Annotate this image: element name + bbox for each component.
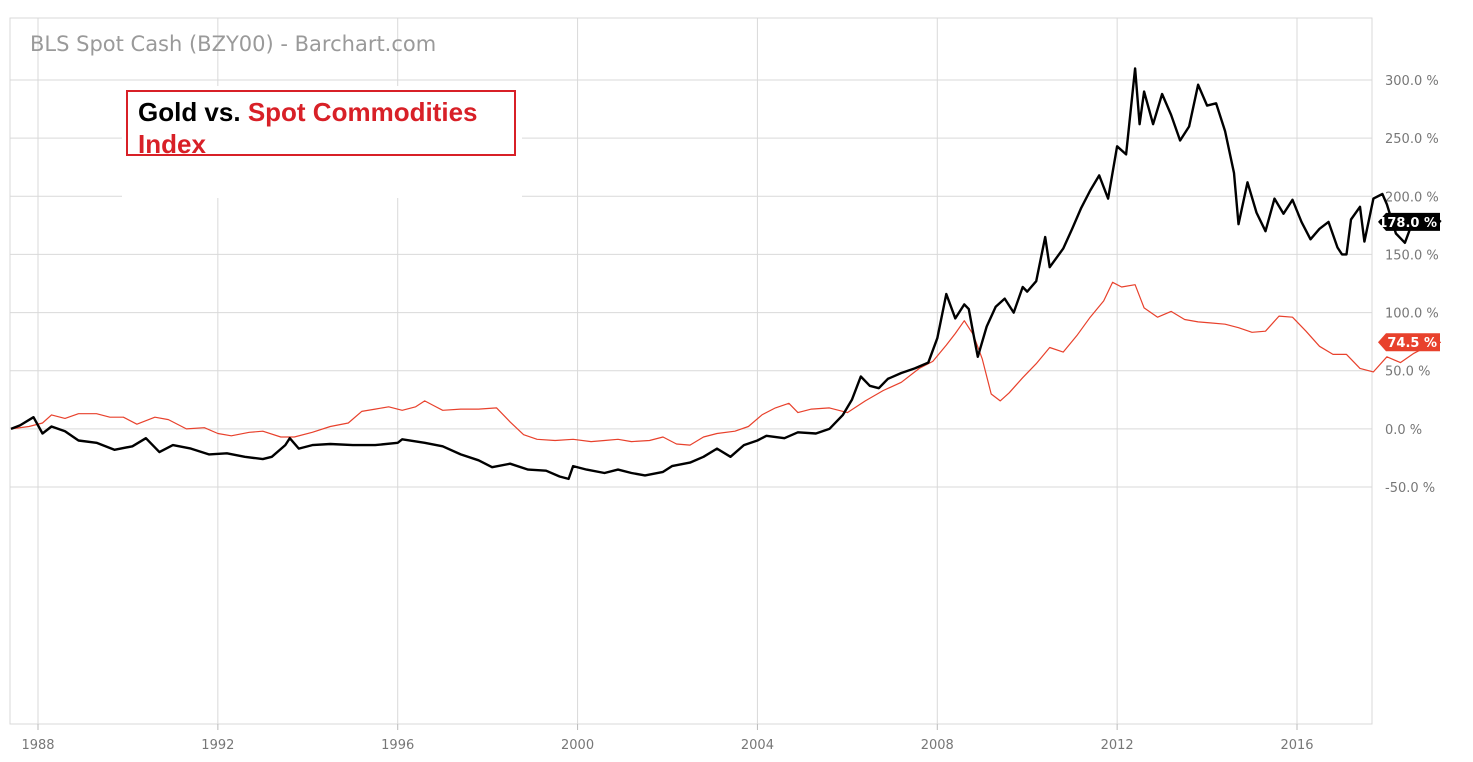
x-tick-label: 2016	[1280, 738, 1313, 753]
y-tick-label: -50.0 %	[1385, 481, 1435, 496]
annotation-spot: Spot Commodities	[247, 97, 478, 127]
y-tick-label: 50.0 %	[1385, 365, 1430, 380]
y-tick-label: 250.0 %	[1385, 132, 1439, 147]
x-tick-label: 1996	[381, 738, 414, 753]
x-tick-label: 2000	[561, 738, 594, 753]
y-tick-label: 150.0 %	[1385, 248, 1439, 263]
grid	[9, 17, 1373, 725]
gold-series-line	[10, 67, 1442, 481]
spot-series-line	[10, 281, 1442, 446]
x-tick-label: 2004	[741, 738, 774, 753]
gold-last-value-tag	[1378, 212, 1440, 231]
axes: 300.0 % 250.0 % 200.0 % 150.0 % 100.0 % 50.0 …	[21, 74, 1438, 753]
y-tick-label: 200.0 %	[1385, 190, 1439, 205]
annotation-box: Gold vs. Spot Commodities Index	[126, 90, 516, 159]
x-tick-label: 2008	[921, 738, 954, 753]
series	[10, 67, 1442, 481]
last-value-tags: 178.0 % 74.5 %	[1378, 212, 1440, 352]
chart-title: BLS Spot Cash (BZY00) - Barchart.com	[30, 32, 437, 56]
x-tick-label: 2012	[1101, 738, 1134, 753]
y-tick-label: 0.0 %	[1385, 423, 1422, 438]
x-tick-label: 1992	[201, 738, 234, 753]
gold-last-value-label: 178.0 %	[1378, 216, 1437, 231]
spot-last-value-tag	[1378, 333, 1440, 352]
y-tick-label: 100.0 %	[1385, 307, 1439, 322]
annotation-gold: Gold vs.	[138, 97, 241, 127]
y-tick-label: 300.0 %	[1385, 74, 1439, 89]
spot-last-value-label: 74.5 %	[1387, 336, 1437, 351]
x-tick-label: 1988	[21, 738, 54, 753]
annotation-index: Index	[138, 129, 206, 159]
